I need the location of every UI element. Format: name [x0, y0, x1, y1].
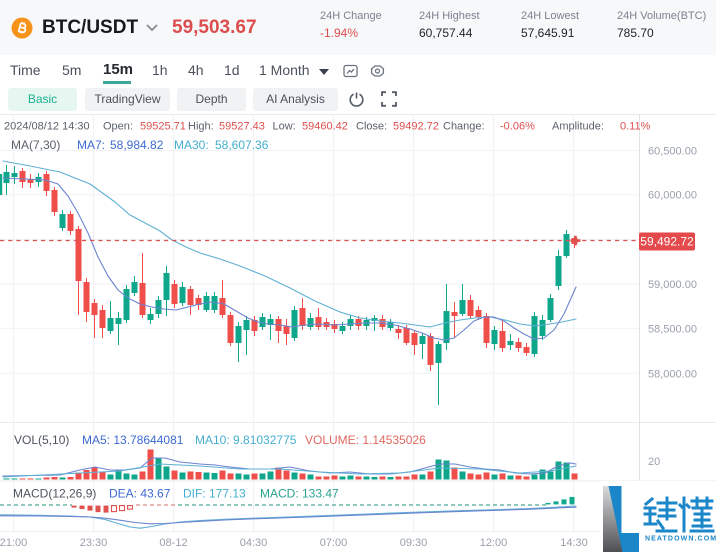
- svg-text:MA10: 9.81032775: MA10: 9.81032775: [195, 433, 297, 447]
- svg-text:20: 20: [648, 456, 660, 468]
- svg-text:MA5: 13.78644081: MA5: 13.78644081: [82, 433, 184, 447]
- svg-text:58,500.00: 58,500.00: [648, 324, 697, 336]
- svg-text:59525.71: 59525.71: [140, 121, 186, 133]
- svg-text:59527.43: 59527.43: [219, 121, 265, 133]
- svg-text:Open:: Open:: [103, 121, 133, 133]
- svg-text:MA7:: MA7:: [77, 138, 105, 152]
- svg-text:0.11%: 0.11%: [620, 121, 651, 133]
- svg-text:12:00: 12:00: [480, 537, 508, 549]
- svg-text:DEA: 43.67: DEA: 43.67: [109, 487, 171, 501]
- svg-text:60,000.00: 60,000.00: [648, 190, 697, 202]
- svg-text:59492.72: 59492.72: [393, 121, 439, 133]
- svg-text:-0.06%: -0.06%: [500, 121, 535, 133]
- svg-text:High:: High:: [188, 121, 214, 133]
- svg-text:07:00: 07:00: [320, 537, 348, 549]
- svg-text:21:00: 21:00: [0, 537, 27, 549]
- svg-text:2024/08/12 14:30: 2024/08/12 14:30: [4, 121, 90, 133]
- svg-text:58,000.00: 58,000.00: [648, 368, 697, 380]
- svg-text:MA30:: MA30:: [174, 138, 209, 152]
- svg-text:DIF: 177.13: DIF: 177.13: [183, 487, 246, 501]
- svg-text:MACD: 133.47: MACD: 133.47: [260, 487, 339, 501]
- svg-text:Low:: Low:: [273, 121, 296, 133]
- svg-text:58,984.82: 58,984.82: [110, 138, 164, 152]
- svg-text:MA(7,30): MA(7,30): [11, 138, 60, 152]
- svg-text:MACD(12,26,9): MACD(12,26,9): [13, 487, 96, 501]
- svg-text:60,500.00: 60,500.00: [648, 146, 697, 158]
- svg-text:58,607.36: 58,607.36: [215, 138, 269, 152]
- svg-text:VOL(5,10): VOL(5,10): [14, 433, 69, 447]
- svg-text:Close:: Close:: [356, 121, 387, 133]
- svg-text:23:30: 23:30: [80, 537, 108, 549]
- svg-text:14:30: 14:30: [560, 537, 588, 549]
- svg-text:59,000.00: 59,000.00: [648, 279, 697, 291]
- svg-text:04:30: 04:30: [240, 537, 268, 549]
- svg-text:Amplitude:: Amplitude:: [552, 121, 604, 133]
- svg-text:08-12: 08-12: [159, 537, 187, 549]
- svg-text:NEATDOWN.COM: NEATDOWN.COM: [645, 536, 716, 543]
- svg-text:VOLUME: 1.14535026: VOLUME: 1.14535026: [305, 433, 426, 447]
- svg-text:59,492.72: 59,492.72: [640, 235, 694, 249]
- svg-text:Change:: Change:: [443, 121, 485, 133]
- svg-text:59460.42: 59460.42: [302, 121, 348, 133]
- svg-text:09:30: 09:30: [400, 537, 428, 549]
